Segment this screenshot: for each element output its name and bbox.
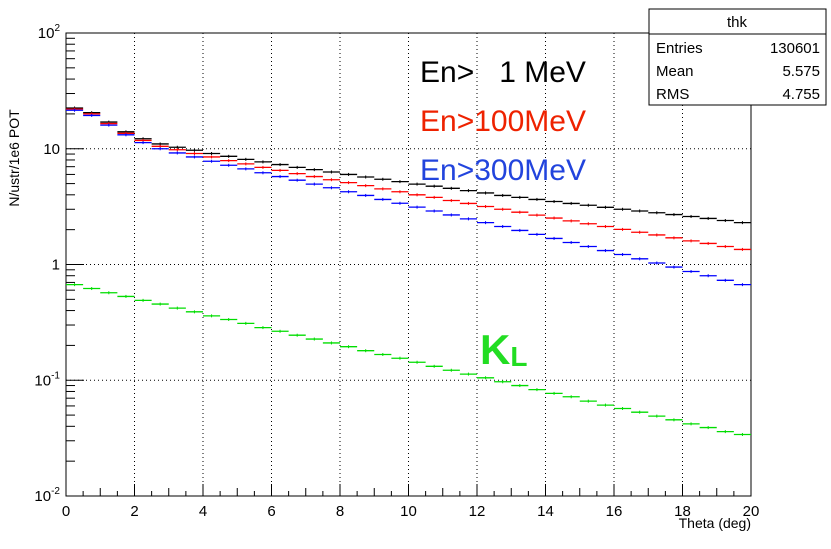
x-tick-label: 20 [743,503,760,520]
y-tick-exponent: -2 [51,486,60,497]
x-axis-label: Theta (deg) [679,515,751,531]
y-tick-exponent: -1 [51,370,60,381]
y-tick-base: 10 [34,372,51,389]
series-2 [66,108,751,287]
x-tick-label: 8 [336,503,344,520]
stats-rms-label: RMS [656,86,689,103]
series-1 [66,107,751,251]
stats-box: thk Entries 130601 Mean 5.575 RMS 4.755 [648,8,827,106]
data-series [66,106,751,436]
legend-1mev: En> 1 MeV [420,56,586,89]
legend-100mev: En>100MeV [420,105,586,138]
y-tick-base: 10 [43,141,60,158]
series-3 [66,283,751,436]
x-tick-label: 12 [469,503,486,520]
stats-rms-value: 4.755 [782,86,820,103]
y-tick-label: 1 [52,257,60,274]
y-tick-label: 10-2 [34,486,60,505]
y-tick-base: 10 [38,25,55,42]
y-tick-label: 10-1 [34,370,60,389]
grid [66,33,751,496]
stats-mean-value: 5.575 [782,63,820,80]
x-tick-label: 2 [130,503,138,520]
y-tick-exponent: 2 [54,23,60,34]
y-axis-label: N/ustr/1e6 POT [6,109,22,207]
stats-mean-label: Mean [656,63,694,80]
plot-frame [65,32,752,497]
y-tick-label: 102 [38,23,61,42]
kl-label: KL [480,326,527,373]
stats-entries-label: Entries [656,40,703,57]
x-tick-label: 6 [267,503,275,520]
series-0 [66,106,751,225]
x-tick-label: 4 [199,503,207,520]
x-tick-labels: 0 2 4 6 8 10 12 14 16 18 20 [62,503,760,520]
stats-title: thk [727,14,748,31]
x-tick-label: 10 [400,503,417,520]
y-tick-base: 1 [52,257,60,274]
kl-label-main: K [480,326,510,373]
axis-ticks [65,32,752,497]
x-tick-label: 0 [62,503,70,520]
stats-entries-value: 130601 [770,40,820,57]
x-tick-label: 16 [606,503,623,520]
x-tick-label: 14 [537,503,554,520]
x-tick-label: 18 [674,503,691,520]
kl-label-sub: L [510,341,527,372]
y-tick-base: 10 [34,488,51,505]
legend-300mev: En>300MeV [420,154,586,187]
y-tick-label: 10 [43,141,60,158]
